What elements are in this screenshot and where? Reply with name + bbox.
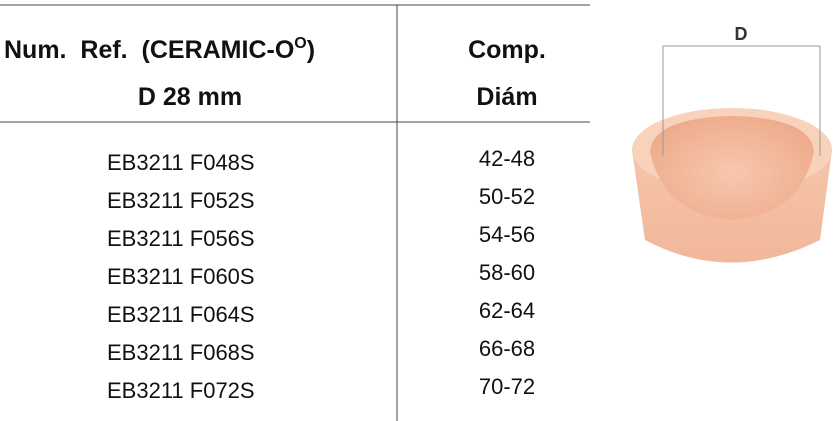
header-text: Num. Ref. (CERAMIC-O [4, 36, 294, 64]
diameter-cell: 50-52 [479, 184, 535, 209]
header-col1-line1: Num. Ref. (CERAMIC-OO) [4, 35, 315, 64]
diameter-cell: 42-48 [479, 146, 535, 171]
reference-cell: EB3211 F064S [107, 302, 255, 327]
dimension-label: D [735, 24, 748, 44]
diameter-cell: 70-72 [479, 374, 535, 399]
page-canvas: Num. Ref. (CERAMIC-OO) D 28 mm Comp. Diá… [0, 0, 838, 421]
header-superscript: O [294, 35, 306, 52]
page: Num. Ref. (CERAMIC-OO) D 28 mm Comp. Diá… [0, 0, 838, 421]
diameter-cell: 66-68 [479, 336, 535, 361]
header-suffix: ) [307, 36, 315, 64]
reference-cell: EB3211 F048S [107, 150, 255, 175]
product-image: D [632, 24, 832, 263]
reference-cell: EB3211 F068S [107, 340, 255, 365]
diameter-cell: 58-60 [479, 260, 535, 285]
diameter-cell: 54-56 [479, 222, 535, 247]
reference-cell: EB3211 F060S [107, 264, 255, 289]
header-col2-line2: Diám [476, 83, 537, 111]
header-col2-line1: Comp. [468, 36, 546, 64]
reference-cell: EB3211 F072S [107, 378, 255, 403]
diameter-cell: 62-64 [479, 298, 535, 323]
reference-cell: EB3211 F052S [107, 188, 255, 213]
header-col1-line2: D 28 mm [138, 83, 242, 111]
reference-cell: EB3211 F056S [107, 226, 255, 251]
